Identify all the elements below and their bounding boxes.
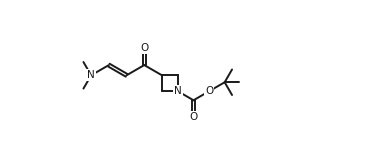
Text: O: O: [205, 86, 213, 96]
Text: O: O: [140, 43, 148, 53]
Text: O: O: [189, 112, 198, 122]
Text: N: N: [174, 86, 182, 96]
Text: N: N: [87, 70, 95, 80]
